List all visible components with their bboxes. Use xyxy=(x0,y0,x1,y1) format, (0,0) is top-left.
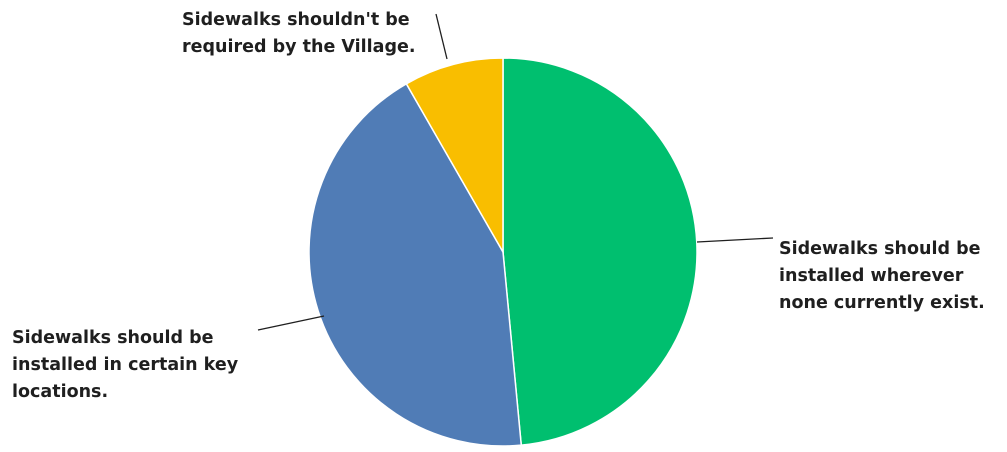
slice-label-2-line: locations. xyxy=(12,382,108,402)
slice-label-1-line: none currently exist. xyxy=(779,293,985,313)
pie-slice-3 xyxy=(405,57,504,255)
leader-line-3 xyxy=(435,13,448,60)
slice-label-1-line: Sidewalks should be xyxy=(779,239,981,259)
leader-line-2 xyxy=(257,315,325,331)
slice-label-3-line: Sidewalks shouldn't be xyxy=(182,10,410,30)
slice-label-2: Sidewalks should be installed in certain … xyxy=(12,328,239,402)
slice-label-2-line: installed in certain key xyxy=(12,355,239,375)
slice-label-3-line: required by the Village. xyxy=(182,37,416,57)
pie-slice-1 xyxy=(502,57,698,446)
slice-label-2-line: Sidewalks should be xyxy=(12,328,214,348)
slice-label-1-line: installed wherever xyxy=(779,266,964,286)
leader-line-1 xyxy=(696,237,774,243)
pie-slice-2 xyxy=(308,82,523,447)
slice-label-3: Sidewalks shouldn't be required by the Vi… xyxy=(182,10,416,57)
slice-label-1: Sidewalks should be installed wherever non… xyxy=(779,239,985,313)
